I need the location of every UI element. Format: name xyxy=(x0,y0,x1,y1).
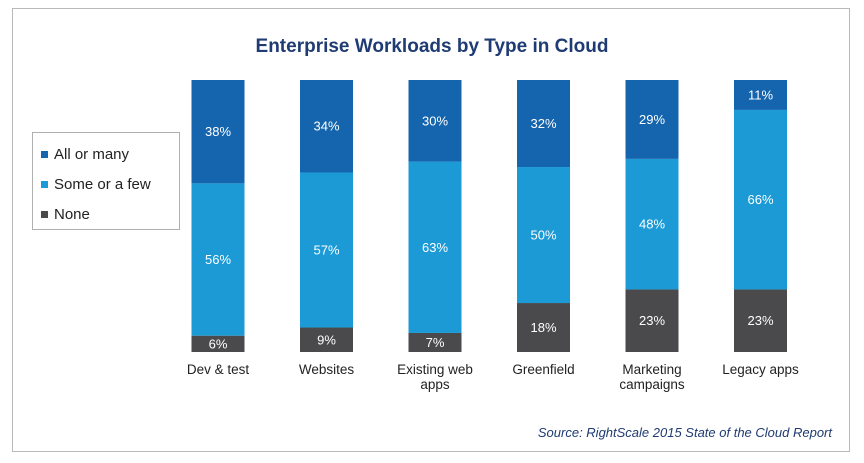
bar-segment xyxy=(408,332,462,352)
data-label: 34% xyxy=(313,119,339,134)
category-label: Existing web apps xyxy=(397,362,473,392)
category-label: Websites xyxy=(299,362,355,377)
legend-swatch-some-or-a-few xyxy=(41,180,48,188)
category-label: Marketing campaigns xyxy=(619,362,685,392)
bar-segment xyxy=(517,80,570,168)
data-label: 18% xyxy=(530,320,556,335)
legend-swatch-none xyxy=(41,210,48,218)
data-label: 11% xyxy=(748,87,773,102)
category-label: Greenfield xyxy=(512,362,574,377)
bar-segment xyxy=(191,335,245,352)
data-label: 56% xyxy=(205,252,231,267)
bar-segment xyxy=(408,161,462,333)
bar-segment xyxy=(300,327,353,352)
data-label: 66% xyxy=(747,192,773,207)
legend-label: Some or a few xyxy=(54,175,151,193)
data-label: 57% xyxy=(313,243,339,258)
legend: All or many Some or a few None xyxy=(32,132,180,230)
bar-segment xyxy=(625,158,679,290)
data-label: 23% xyxy=(639,313,665,328)
bar-segment xyxy=(408,80,462,162)
legend-item-all-or-many: All or many xyxy=(41,144,129,164)
legend-label: None xyxy=(54,205,90,223)
legend-item-some-or-a-few: Some or a few xyxy=(41,174,151,194)
bar-segment xyxy=(625,289,679,352)
data-label: 7% xyxy=(426,335,445,350)
data-label: 32% xyxy=(530,116,556,131)
bar-segment xyxy=(300,172,353,328)
bar-segment xyxy=(300,80,353,173)
data-label: 50% xyxy=(530,228,556,243)
bar-segment xyxy=(191,183,245,336)
data-label: 38% xyxy=(205,124,231,139)
bar-segment xyxy=(517,303,570,352)
legend-item-none: None xyxy=(41,204,90,224)
bar-segment xyxy=(191,80,245,184)
bar-segment xyxy=(734,289,787,352)
bar-segment xyxy=(734,80,787,110)
category-label: Legacy apps xyxy=(722,362,799,377)
data-label: 63% xyxy=(422,240,448,255)
data-label: 6% xyxy=(209,336,228,351)
data-label: 48% xyxy=(639,217,665,232)
data-label: 30% xyxy=(422,113,448,128)
data-label: 23% xyxy=(747,313,773,328)
bar-segment xyxy=(625,80,679,159)
legend-swatch-all-or-many xyxy=(41,150,48,158)
chart-title: Enterprise Workloads by Type in Cloud xyxy=(255,36,609,57)
bar-segment xyxy=(734,109,787,290)
data-label: 29% xyxy=(639,112,665,127)
category-label: Dev & test xyxy=(187,362,250,377)
data-label: 9% xyxy=(317,332,336,347)
legend-label: All or many xyxy=(54,145,130,163)
bar-segment xyxy=(517,167,570,304)
source-note: Source: RightScale 2015 State of the Clo… xyxy=(537,425,832,440)
